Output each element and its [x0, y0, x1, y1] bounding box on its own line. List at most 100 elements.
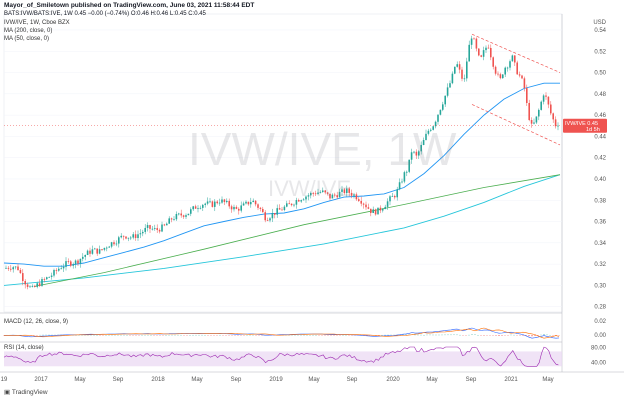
- candle-body: [170, 218, 173, 220]
- candle-body: [84, 254, 86, 257]
- candle-body: [144, 227, 146, 232]
- tradingview-icon: ▣: [4, 389, 12, 396]
- candle-body: [374, 209, 377, 215]
- candle-body: [247, 201, 250, 205]
- macd-histogram-bar: [198, 334, 200, 336]
- macd-histogram-bar: [480, 335, 482, 336]
- candle-body: [334, 194, 336, 196]
- candle-body: [271, 212, 274, 219]
- candle-body: [257, 204, 259, 208]
- y-tick-label: 0.34: [594, 241, 606, 247]
- macd-histogram-bar: [435, 334, 437, 336]
- macd-histogram-bar: [159, 335, 161, 336]
- macd-histogram-bar: [348, 335, 350, 336]
- candle-body: [158, 229, 161, 232]
- candle-body: [355, 194, 358, 200]
- candle-body: [259, 207, 262, 209]
- candle-body: [235, 206, 238, 209]
- macd-histogram-bar: [51, 334, 53, 336]
- macd-histogram-bar: [381, 334, 383, 336]
- macd-histogram-bar: [156, 335, 158, 336]
- candle-body: [110, 242, 113, 247]
- symbol-legend[interactable]: IVW/IVE, 1W, Cboe BZX: [4, 20, 70, 26]
- candle-body: [139, 233, 142, 235]
- candle-body: [490, 47, 492, 58]
- rsi-legend[interactable]: RSI (14, close): [4, 345, 44, 351]
- macd-histogram-bar: [465, 335, 467, 336]
- macd-histogram-bar: [36, 335, 38, 336]
- candle-body: [444, 95, 446, 105]
- watermark-symbol-small: IVW/IVE: [268, 176, 352, 201]
- macd-histogram-bar: [183, 335, 185, 336]
- candle-body: [317, 192, 319, 195]
- macd-histogram-bar: [318, 335, 320, 336]
- candle-body: [338, 191, 341, 198]
- candle-body: [103, 247, 106, 250]
- macd-legend[interactable]: MACD (12, 26, close, 9): [4, 319, 69, 325]
- candle-body: [89, 250, 91, 254]
- macd-histogram-bar: [108, 334, 110, 336]
- extra-line: [3, 174, 561, 286]
- macd-histogram-bar: [507, 335, 509, 336]
- macd-histogram-bar: [462, 335, 464, 336]
- macd-histogram-bar: [219, 334, 221, 336]
- macd-histogram-bar: [123, 334, 125, 336]
- candle-body: [538, 109, 540, 117]
- macd-histogram-bar: [252, 334, 254, 336]
- macd-histogram-bar: [231, 335, 233, 336]
- candle-body: [437, 114, 439, 122]
- candle-body: [466, 61, 468, 79]
- macd-histogram-bar: [408, 334, 410, 335]
- macd-histogram-bar: [117, 334, 119, 336]
- rsi-line: [3, 346, 559, 367]
- candle-body: [281, 209, 283, 211]
- candle-body: [67, 261, 70, 262]
- macd-histogram-bar: [546, 334, 548, 336]
- macd-histogram-bar: [321, 335, 323, 336]
- candle-body: [122, 235, 125, 237]
- candle-body: [326, 192, 329, 194]
- macd-histogram-bar: [504, 335, 506, 336]
- candle-body: [547, 96, 550, 105]
- candle-body: [228, 200, 230, 207]
- ma200-legend[interactable]: MA (200, close, 0): [4, 28, 53, 34]
- x-tick-label: 2018: [151, 377, 165, 383]
- candle-body: [295, 200, 298, 205]
- macd-histogram-bar: [474, 334, 476, 335]
- macd-histogram-bar: [96, 334, 98, 336]
- ma200-line: [33, 174, 561, 287]
- macd-histogram-bar: [516, 335, 518, 336]
- candle-body: [533, 122, 535, 124]
- candle-body: [161, 224, 163, 232]
- macd-histogram-bar: [213, 335, 215, 336]
- macd-histogram-bar: [225, 335, 227, 336]
- candle-body: [156, 228, 158, 230]
- candle-body: [101, 249, 103, 250]
- candle-body: [29, 286, 31, 288]
- candle-body: [14, 266, 17, 268]
- macd-histogram-bar: [393, 334, 395, 336]
- tradingview-logo[interactable]: ▣ TradingView: [4, 388, 48, 396]
- candle-body: [427, 130, 430, 134]
- macd-histogram-bar: [261, 335, 263, 336]
- macd-histogram-bar: [228, 335, 230, 336]
- macd-histogram-bar: [522, 335, 524, 336]
- macd-histogram-bar: [138, 335, 140, 336]
- candle-body: [350, 192, 353, 196]
- candle-body: [269, 218, 271, 221]
- candle-body: [125, 236, 127, 239]
- macd-histogram-bar: [144, 334, 146, 336]
- x-tick-label: May: [191, 377, 202, 383]
- candle-body: [478, 48, 480, 56]
- ma50-legend[interactable]: MA (50, close, 0): [4, 36, 50, 42]
- currency-label: USD: [593, 20, 606, 26]
- candle-body: [24, 281, 26, 285]
- x-tick-label: 2017: [34, 377, 48, 383]
- y-tick-label: 0.54: [594, 28, 606, 34]
- candle-body: [370, 208, 372, 214]
- macd-histogram-bar: [297, 334, 299, 336]
- candle-body: [480, 55, 482, 57]
- candle-body: [187, 213, 190, 216]
- candle-body: [377, 207, 379, 215]
